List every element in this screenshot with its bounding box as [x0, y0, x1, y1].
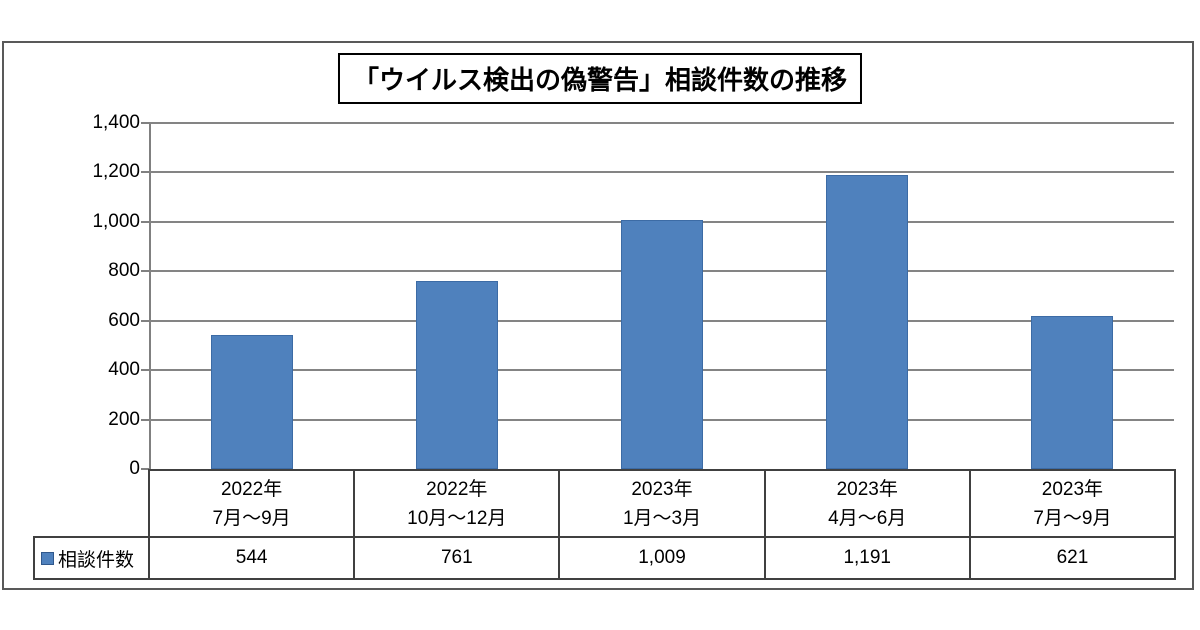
legend-label: 相談件数 — [58, 549, 135, 571]
y-tick-label: 600 — [108, 309, 140, 331]
bar — [621, 219, 703, 469]
value-cell: 544 — [150, 538, 356, 578]
chart-frame — [2, 41, 1194, 590]
y-tick-mark — [141, 270, 150, 273]
y-tick-mark — [141, 468, 150, 470]
category-row: 2022年 7月～9月 2022年 10月～12月 2023年 1月～3月 2023年… — [150, 471, 1174, 538]
y-tick-label: 1,000 — [92, 210, 140, 232]
y-tick-label: 1,200 — [92, 161, 140, 183]
value-row: 544 761 1,009 1,191 621 — [150, 538, 1174, 578]
y-tick-mark — [141, 418, 150, 421]
category-cell: 2022年 7月～9月 — [150, 471, 356, 536]
category-cell: 2023年 7月～9月 — [1033, 478, 1112, 529]
chart-title: 「ウイルス検出の偽警告」相談件数の推移 — [352, 65, 848, 95]
value-cell: 761 — [355, 538, 561, 578]
y-tick-mark — [141, 122, 150, 124]
legend-cell: 相談件数 — [33, 536, 150, 580]
gridline — [150, 171, 1174, 174]
y-tick-label: 0 — [129, 458, 140, 479]
y-tick-label: 400 — [108, 359, 140, 381]
category-cell: 2022年 10月～12月 — [355, 471, 561, 536]
value-cell: 621 — [1056, 547, 1089, 568]
bar — [211, 334, 294, 469]
bar — [416, 280, 499, 469]
y-axis-line — [149, 123, 151, 469]
legend-swatch-icon — [41, 551, 54, 565]
chart-title-box: 「ウイルス検出の偽警告」相談件数の推移 — [337, 53, 863, 104]
gridline — [150, 122, 1174, 124]
y-tick-mark — [141, 369, 150, 372]
data-table: 2022年 7月～9月 2022年 10月～12月 2023年 1月～3月 2023年… — [148, 469, 1176, 580]
value-cell: 1,191 — [766, 538, 971, 578]
y-tick-label: 800 — [108, 260, 140, 282]
bar — [1030, 315, 1113, 469]
y-tick-mark — [141, 171, 150, 174]
y-tick-mark — [141, 319, 150, 322]
bar — [825, 174, 908, 469]
category-cell: 2023年 4月～6月 — [766, 471, 971, 536]
y-tick-label: 1,400 — [92, 112, 140, 133]
y-tick-label: 200 — [108, 408, 140, 430]
y-tick-mark — [141, 220, 150, 223]
value-cell: 1,009 — [560, 538, 766, 578]
category-cell: 2023年 1月～3月 — [560, 471, 766, 536]
